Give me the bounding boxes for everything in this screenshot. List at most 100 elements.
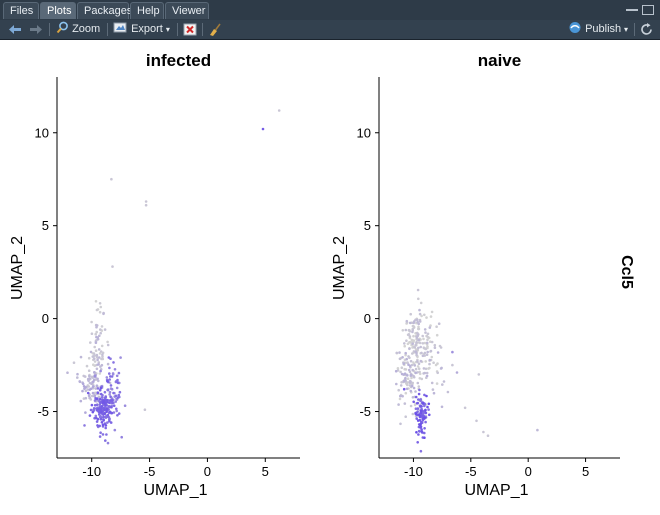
data-point — [406, 342, 410, 346]
data-point — [108, 393, 111, 396]
data-point — [446, 390, 450, 394]
maximize-pane-icon[interactable] — [642, 5, 654, 15]
data-point — [410, 376, 413, 380]
data-point — [94, 414, 98, 418]
x-tick-label: -10 — [82, 464, 101, 479]
data-point — [417, 346, 420, 350]
data-point — [437, 322, 441, 326]
publish-label: Publish — [585, 23, 622, 35]
data-point — [99, 331, 102, 335]
data-point — [100, 421, 104, 424]
data-point — [83, 375, 87, 378]
data-point — [98, 388, 102, 392]
data-point — [404, 353, 407, 357]
data-point — [408, 384, 412, 387]
minimize-pane-icon[interactable] — [626, 9, 638, 11]
data-point — [101, 355, 104, 359]
toolbar-separator — [634, 23, 635, 36]
clear-plots-icon[interactable] — [208, 23, 222, 36]
data-point — [79, 355, 83, 359]
data-point — [106, 413, 110, 417]
data-point — [99, 328, 102, 331]
data-point — [417, 322, 421, 326]
data-point — [114, 400, 117, 403]
data-point — [482, 430, 485, 434]
publish-chevron-icon[interactable]: ▾ — [624, 25, 629, 34]
data-point — [118, 390, 122, 394]
data-point — [397, 388, 401, 392]
data-point — [417, 333, 420, 336]
data-point — [423, 351, 427, 355]
x-tick-label: 5 — [262, 464, 269, 479]
data-point — [416, 360, 419, 363]
data-point — [404, 351, 408, 355]
tab-help[interactable]: Help — [130, 2, 164, 19]
data-point — [105, 433, 108, 436]
data-point — [407, 363, 410, 367]
tab-files[interactable]: Files — [3, 2, 39, 19]
data-point — [411, 352, 414, 355]
data-point — [419, 425, 423, 429]
data-point — [413, 364, 417, 367]
data-point — [97, 363, 100, 366]
data-point — [430, 310, 434, 314]
data-point — [404, 415, 408, 419]
feature-plot: infected -10 -5 0 5 -5 0 5 10 UMAP_1 UMAP_2 naive -… — [9, 51, 635, 499]
data-point — [92, 380, 95, 383]
publish-button[interactable]: Publish — [568, 21, 621, 38]
y-tick-label: -5 — [37, 404, 49, 419]
data-point — [416, 365, 420, 368]
data-point — [416, 407, 420, 410]
forward-arrow-icon[interactable] — [29, 24, 43, 35]
refresh-icon[interactable] — [640, 23, 654, 36]
publish-icon — [569, 22, 581, 33]
data-point — [404, 376, 407, 380]
data-point — [395, 351, 399, 355]
data-point — [109, 384, 113, 387]
export-button[interactable]: Export ▾ — [113, 21, 170, 38]
data-point — [451, 350, 454, 354]
x-tick-label: -5 — [465, 464, 477, 479]
data-point — [87, 369, 91, 373]
data-point — [98, 302, 102, 305]
data-point — [89, 408, 93, 412]
data-point — [106, 398, 109, 402]
tab-plots[interactable]: Plots — [40, 2, 76, 19]
data-point — [104, 395, 108, 399]
data-point — [426, 350, 430, 354]
data-point — [424, 411, 428, 415]
data-point — [408, 347, 411, 351]
zoom-button[interactable]: Zoom — [56, 21, 100, 38]
data-point — [81, 382, 85, 386]
data-point — [424, 331, 427, 334]
data-point — [91, 385, 95, 389]
data-point — [88, 414, 92, 417]
data-point — [419, 360, 423, 363]
data-point — [415, 341, 418, 344]
data-point — [100, 363, 104, 367]
tab-viewer[interactable]: Viewer — [165, 2, 209, 19]
y-tick-label: 0 — [42, 311, 49, 326]
data-point — [421, 354, 425, 358]
data-point — [90, 332, 94, 336]
tab-packages[interactable]: Packages — [77, 2, 132, 19]
data-point — [115, 409, 118, 413]
data-point — [408, 335, 412, 338]
back-arrow-icon[interactable] — [8, 24, 22, 35]
data-point — [409, 380, 412, 383]
data-point — [406, 381, 410, 384]
data-point — [108, 366, 111, 370]
data-point — [435, 333, 439, 337]
data-point — [112, 404, 116, 408]
data-point — [418, 413, 421, 417]
data-point — [93, 394, 97, 398]
data-point — [417, 367, 421, 371]
data-point — [107, 405, 111, 408]
data-point — [425, 316, 428, 319]
data-point — [95, 325, 98, 329]
data-point — [109, 421, 113, 424]
data-point — [420, 420, 423, 424]
remove-plot-icon[interactable] — [183, 23, 197, 36]
data-point — [429, 315, 433, 318]
data-point — [110, 405, 113, 409]
